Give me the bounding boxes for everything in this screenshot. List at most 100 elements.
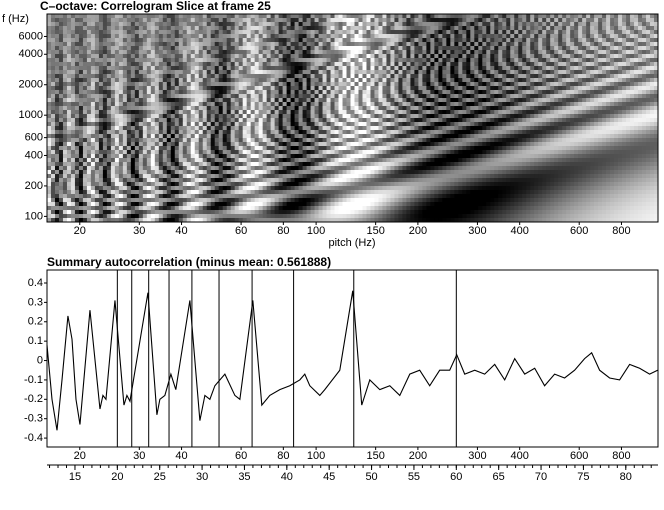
heatmap-cell bbox=[143, 86, 147, 90]
heatmap-cell bbox=[462, 30, 466, 34]
heatmap-cell bbox=[610, 126, 614, 130]
heatmap-cell bbox=[462, 66, 466, 70]
heatmap-cell bbox=[227, 66, 231, 70]
heatmap-cell bbox=[626, 58, 630, 62]
heatmap-cell bbox=[279, 90, 283, 94]
heatmap-cell bbox=[486, 114, 490, 118]
heatmap-cell bbox=[378, 86, 382, 90]
heatmap-cell bbox=[626, 114, 630, 118]
heatmap-cell bbox=[558, 130, 562, 134]
heatmap-cell bbox=[355, 134, 359, 138]
heatmap-cell bbox=[422, 66, 426, 70]
heatmap-cell bbox=[319, 138, 323, 142]
heatmap-cell bbox=[602, 58, 606, 62]
heatmap-cell bbox=[107, 70, 111, 74]
heatmap-cell bbox=[195, 110, 199, 114]
heatmap-cell bbox=[195, 134, 199, 138]
heatmap-cell bbox=[518, 130, 522, 134]
heatmap-cell bbox=[339, 94, 343, 98]
heatmap-cell bbox=[163, 18, 167, 22]
heatmap-cell bbox=[139, 58, 143, 62]
heatmap-cell bbox=[546, 126, 550, 130]
heatmap-cell bbox=[191, 74, 195, 78]
heatmap-cell bbox=[287, 54, 291, 58]
heatmap-cell bbox=[382, 98, 386, 102]
heatmap-cell bbox=[127, 122, 131, 126]
heatmap-cell bbox=[598, 78, 602, 82]
heatmap-cell bbox=[247, 138, 251, 142]
heatmap-cell bbox=[470, 82, 474, 86]
heatmap-cell bbox=[554, 90, 558, 94]
heatmap-cell bbox=[582, 106, 586, 110]
heatmap-cell bbox=[59, 126, 63, 130]
heatmap-cell bbox=[99, 94, 103, 98]
heatmap-cell bbox=[47, 142, 51, 146]
heatmap-cell bbox=[191, 26, 195, 30]
heatmap-cell bbox=[526, 74, 530, 78]
heatmap-cell bbox=[418, 18, 422, 22]
heatmap-cell bbox=[618, 46, 622, 50]
heatmap-cell bbox=[410, 26, 414, 30]
heatmap-cell bbox=[171, 54, 175, 58]
heatmap-cell bbox=[51, 78, 55, 82]
heatmap-cell bbox=[59, 130, 63, 134]
heatmap-cell bbox=[514, 78, 518, 82]
heatmap-cell bbox=[215, 30, 219, 34]
heatmap-cell bbox=[239, 98, 243, 102]
heatmap-cell bbox=[378, 122, 382, 126]
heatmap-cell bbox=[303, 66, 307, 70]
heatmap-cell bbox=[426, 122, 430, 126]
heatmap-cell bbox=[243, 102, 247, 106]
heatmap-cell bbox=[410, 50, 414, 54]
heatmap-cell bbox=[362, 126, 366, 130]
heatmap-cell bbox=[311, 110, 315, 114]
heatmap-cell bbox=[486, 66, 490, 70]
heatmap-cell bbox=[47, 34, 51, 38]
heatmap-cell bbox=[63, 38, 67, 42]
heatmap-cell bbox=[219, 134, 223, 138]
heatmap-cell bbox=[470, 46, 474, 50]
heatmap-cell bbox=[151, 18, 155, 22]
heatmap-cell bbox=[554, 126, 558, 130]
heatmap-cell bbox=[450, 70, 454, 74]
heatmap-cell bbox=[386, 70, 390, 74]
heatmap-cell bbox=[267, 18, 271, 22]
heatmap-cell bbox=[203, 22, 207, 26]
heatmap-cell bbox=[183, 30, 187, 34]
heatmap-cell bbox=[646, 70, 650, 74]
heatmap-cell bbox=[115, 14, 119, 18]
heatmap-cell bbox=[315, 82, 319, 86]
heatmap-cell bbox=[446, 98, 450, 102]
heatmap-cell bbox=[111, 66, 115, 70]
heatmap-cell bbox=[255, 74, 259, 78]
heatmap-cell bbox=[454, 102, 458, 106]
heatmap-cell bbox=[466, 82, 470, 86]
heatmap-cell bbox=[115, 38, 119, 42]
heatmap-cell bbox=[506, 102, 510, 106]
heatmap-cell bbox=[327, 102, 331, 106]
heatmap-cell bbox=[147, 118, 151, 122]
heatmap-cell bbox=[307, 122, 311, 126]
heatmap-cell bbox=[450, 90, 454, 94]
heatmap-cell bbox=[434, 30, 438, 34]
heatmap-cell bbox=[167, 106, 171, 110]
heatmap-cell bbox=[275, 46, 279, 50]
heatmap-cell bbox=[127, 130, 131, 134]
heatmap-cell bbox=[482, 126, 486, 130]
heatmap-cell bbox=[542, 46, 546, 50]
heatmap-cell bbox=[582, 46, 586, 50]
heatmap-cell bbox=[167, 58, 171, 62]
heatmap-cell bbox=[131, 98, 135, 102]
heatmap-cell bbox=[450, 118, 454, 122]
heatmap-cell bbox=[107, 134, 111, 138]
heatmap-cell bbox=[183, 130, 187, 134]
heatmap-cell bbox=[183, 74, 187, 78]
heatmap-cell bbox=[139, 122, 143, 126]
heatmap-cell bbox=[219, 90, 223, 94]
heatmap-cell bbox=[143, 38, 147, 42]
heatmap-cell bbox=[602, 122, 606, 126]
heatmap-cell bbox=[323, 26, 327, 30]
heatmap-cell bbox=[394, 38, 398, 42]
heatmap-cell bbox=[247, 142, 251, 146]
heatmap-cell bbox=[542, 90, 546, 94]
